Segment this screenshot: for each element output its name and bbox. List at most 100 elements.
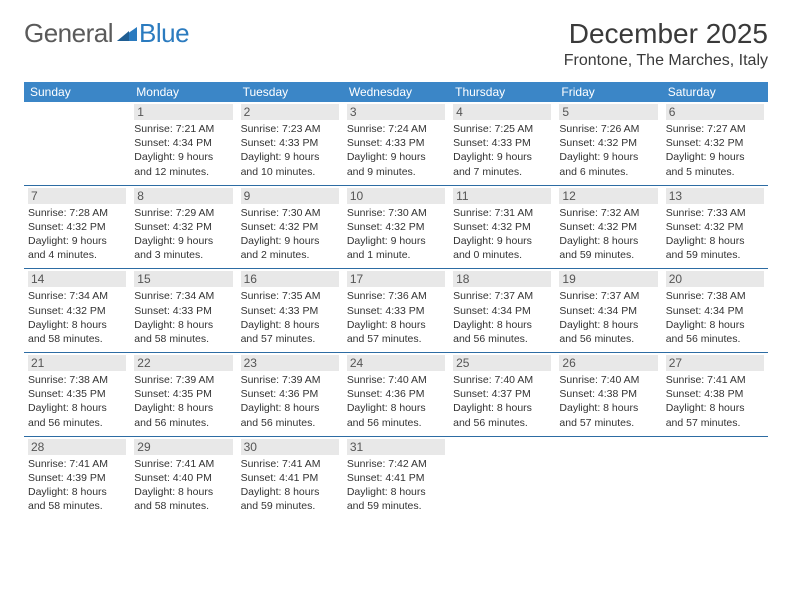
day-cell: 17Sunrise: 7:36 AMSunset: 4:33 PMDayligh… — [343, 269, 449, 352]
day-number: 27 — [666, 355, 764, 371]
month-title: December 2025 — [564, 18, 768, 50]
day-number: 10 — [347, 188, 445, 204]
dow-header-cell: Friday — [555, 82, 661, 102]
weeks-container: 1 Sunrise: 7:21 AMSunset: 4:34 PMDaylight… — [24, 102, 768, 519]
dow-header-cell: Monday — [130, 82, 236, 102]
day-number: 26 — [559, 355, 657, 371]
day-cell: 23 Sunrise: 7:39 AMSunset: 4:36 PMDayligh… — [237, 353, 343, 436]
sun-data: Sunrise: 7:38 AMSunset: 4:35 PMDaylight:… — [28, 373, 126, 430]
sun-data: Sunrise: 7:40 AMSunset: 4:38 PMDaylight:… — [559, 373, 657, 430]
day-number: 30 — [241, 439, 339, 455]
day-number: 16 — [241, 271, 339, 287]
day-cell: 25 Sunrise: 7:40 AMSunset: 4:37 PMDayligh… — [449, 353, 555, 436]
day-cell: 6Sunrise: 7:27 AMSunset: 4:32 PMDaylight… — [662, 102, 768, 185]
sun-data: Sunrise: 7:37 AMSunset: 4:34 PMDaylight:… — [559, 289, 657, 346]
day-cell: 16 Sunrise: 7:35 AMSunset: 4:33 PMDayligh… — [237, 269, 343, 352]
sun-data: Sunrise: 7:39 AMSunset: 4:35 PMDaylight:… — [134, 373, 232, 430]
sun-data: Sunrise: 7:30 AMSunset: 4:32 PMDaylight:… — [241, 206, 339, 263]
sun-data: Sunrise: 7:40 AMSunset: 4:37 PMDaylight:… — [453, 373, 551, 430]
day-cell: 27 Sunrise: 7:41 AMSunset: 4:38 PMDayligh… — [662, 353, 768, 436]
logo-triangle-icon — [117, 25, 137, 46]
sun-data: Sunrise: 7:41 AMSunset: 4:41 PMDaylight:… — [241, 457, 339, 514]
day-cell: 29 Sunrise: 7:41 AMSunset: 4:40 PMDayligh… — [130, 437, 236, 520]
day-cell: 11Sunrise: 7:31 AMSunset: 4:32 PMDayligh… — [449, 186, 555, 269]
day-number: 13 — [666, 188, 764, 204]
day-number: 29 — [134, 439, 232, 455]
week-row: 7 Sunrise: 7:28 AMSunset: 4:32 PMDaylight… — [24, 186, 768, 270]
day-number: 24 — [347, 355, 445, 371]
day-number: 18 — [453, 271, 551, 287]
day-cell: 13 Sunrise: 7:33 AMSunset: 4:32 PMDayligh… — [662, 186, 768, 269]
sun-data: Sunrise: 7:34 AMSunset: 4:33 PMDaylight:… — [134, 289, 232, 346]
day-number: 9 — [241, 188, 339, 204]
day-number: 23 — [241, 355, 339, 371]
dow-header-cell: Thursday — [449, 82, 555, 102]
sun-data: Sunrise: 7:31 AMSunset: 4:32 PMDaylight:… — [453, 206, 551, 263]
day-cell — [662, 437, 768, 520]
logo-text-blue: Blue — [139, 18, 189, 49]
day-number: 19 — [559, 271, 657, 287]
day-number: 3 — [347, 104, 445, 120]
day-number: 12 — [559, 188, 657, 204]
sun-data: Sunrise: 7:35 AMSunset: 4:33 PMDaylight:… — [241, 289, 339, 346]
day-number: 8 — [134, 188, 232, 204]
sun-data: Sunrise: 7:39 AMSunset: 4:36 PMDaylight:… — [241, 373, 339, 430]
dow-header-cell: Wednesday — [343, 82, 449, 102]
day-number: 4 — [453, 104, 551, 120]
dow-header-cell: Tuesday — [237, 82, 343, 102]
day-number: 14 — [28, 271, 126, 287]
day-cell: 3 Sunrise: 7:24 AMSunset: 4:33 PMDaylight… — [343, 102, 449, 185]
day-number: 22 — [134, 355, 232, 371]
day-number: 15 — [134, 271, 232, 287]
day-cell: 28 Sunrise: 7:41 AMSunset: 4:39 PMDayligh… — [24, 437, 130, 520]
sun-data: Sunrise: 7:25 AMSunset: 4:33 PMDaylight:… — [453, 122, 551, 179]
logo-text-general: General — [24, 18, 113, 49]
sun-data: Sunrise: 7:42 AMSunset: 4:41 PMDaylight:… — [347, 457, 445, 514]
week-row: 28 Sunrise: 7:41 AMSunset: 4:39 PMDayligh… — [24, 437, 768, 520]
day-cell: 19 Sunrise: 7:37 AMSunset: 4:34 PMDayligh… — [555, 269, 661, 352]
day-number: 25 — [453, 355, 551, 371]
day-number: 31 — [347, 439, 445, 455]
sun-data: Sunrise: 7:37 AMSunset: 4:34 PMDaylight:… — [453, 289, 551, 346]
day-number: 1 — [134, 104, 232, 120]
sun-data: Sunrise: 7:38 AMSunset: 4:34 PMDaylight:… — [666, 289, 764, 346]
week-row: 14Sunrise: 7:34 AMSunset: 4:32 PMDayligh… — [24, 269, 768, 353]
dow-header-cell: Sunday — [24, 82, 130, 102]
day-number: 6 — [666, 104, 764, 120]
location-subtitle: Frontone, The Marches, Italy — [564, 52, 768, 70]
day-cell: 7 Sunrise: 7:28 AMSunset: 4:32 PMDaylight… — [24, 186, 130, 269]
sun-data: Sunrise: 7:41 AMSunset: 4:39 PMDaylight:… — [28, 457, 126, 514]
title-area: December 2025 Frontone, The Marches, Ita… — [564, 18, 768, 70]
sun-data: Sunrise: 7:32 AMSunset: 4:32 PMDaylight:… — [559, 206, 657, 263]
day-cell: 10 Sunrise: 7:30 AMSunset: 4:32 PMDayligh… — [343, 186, 449, 269]
dow-header-cell: Saturday — [662, 82, 768, 102]
day-cell: 18 Sunrise: 7:37 AMSunset: 4:34 PMDayligh… — [449, 269, 555, 352]
sun-data: Sunrise: 7:29 AMSunset: 4:32 PMDaylight:… — [134, 206, 232, 263]
sun-data: Sunrise: 7:28 AMSunset: 4:32 PMDaylight:… — [28, 206, 126, 263]
day-cell: 14Sunrise: 7:34 AMSunset: 4:32 PMDayligh… — [24, 269, 130, 352]
day-number: 28 — [28, 439, 126, 455]
sun-data: Sunrise: 7:30 AMSunset: 4:32 PMDaylight:… — [347, 206, 445, 263]
day-cell — [24, 102, 130, 185]
day-number: 7 — [28, 188, 126, 204]
day-cell: 15 Sunrise: 7:34 AMSunset: 4:33 PMDayligh… — [130, 269, 236, 352]
day-cell — [555, 437, 661, 520]
day-cell: 20 Sunrise: 7:38 AMSunset: 4:34 PMDayligh… — [662, 269, 768, 352]
sun-data: Sunrise: 7:33 AMSunset: 4:32 PMDaylight:… — [666, 206, 764, 263]
day-number: 5 — [559, 104, 657, 120]
day-cell: 8 Sunrise: 7:29 AMSunset: 4:32 PMDaylight… — [130, 186, 236, 269]
day-number: 21 — [28, 355, 126, 371]
day-cell: 12 Sunrise: 7:32 AMSunset: 4:32 PMDayligh… — [555, 186, 661, 269]
sun-data: Sunrise: 7:26 AMSunset: 4:32 PMDaylight:… — [559, 122, 657, 179]
sun-data: Sunrise: 7:41 AMSunset: 4:40 PMDaylight:… — [134, 457, 232, 514]
sun-data: Sunrise: 7:21 AMSunset: 4:34 PMDaylight:… — [134, 122, 232, 179]
day-number: 20 — [666, 271, 764, 287]
day-cell: 2Sunrise: 7:23 AMSunset: 4:33 PMDaylight… — [237, 102, 343, 185]
sun-data: Sunrise: 7:41 AMSunset: 4:38 PMDaylight:… — [666, 373, 764, 430]
day-cell: 4 Sunrise: 7:25 AMSunset: 4:33 PMDaylight… — [449, 102, 555, 185]
day-cell: 24 Sunrise: 7:40 AMSunset: 4:36 PMDayligh… — [343, 353, 449, 436]
sun-data: Sunrise: 7:40 AMSunset: 4:36 PMDaylight:… — [347, 373, 445, 430]
sun-data: Sunrise: 7:24 AMSunset: 4:33 PMDaylight:… — [347, 122, 445, 179]
day-cell: 22 Sunrise: 7:39 AMSunset: 4:35 PMDayligh… — [130, 353, 236, 436]
calendar: SundayMondayTuesdayWednesdayThursdayFrid… — [24, 82, 768, 519]
